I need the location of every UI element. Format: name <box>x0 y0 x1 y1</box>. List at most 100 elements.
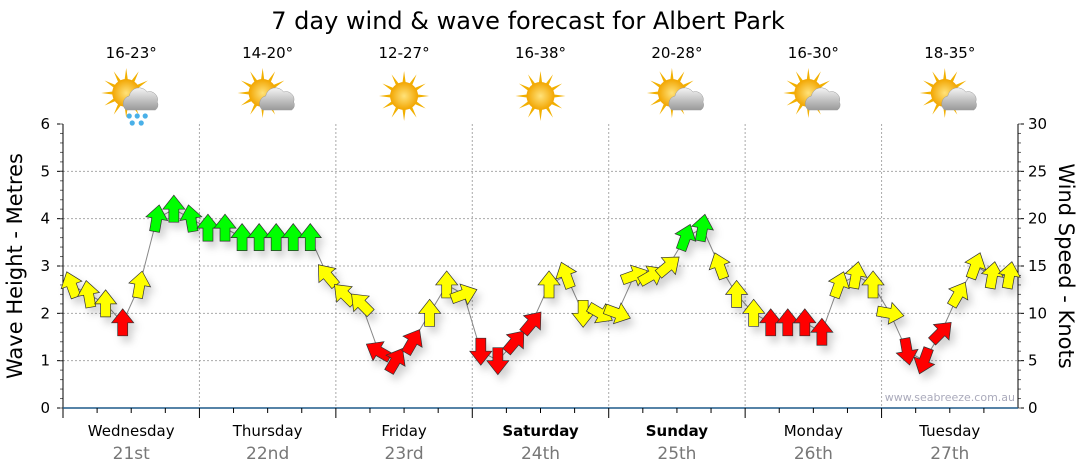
sun-ray <box>104 80 117 89</box>
right-tick-label: 5 <box>1028 352 1038 370</box>
day-name: Monday <box>784 422 843 440</box>
day-date: 26th <box>794 444 833 464</box>
sun-ray <box>240 80 254 89</box>
sun-ray <box>552 94 566 98</box>
cloud <box>122 87 159 111</box>
wind-arrow <box>230 223 254 251</box>
sun-ray <box>413 100 426 109</box>
sun-ray <box>528 105 537 118</box>
wind-arrow <box>980 261 1004 290</box>
sun-ray <box>659 102 668 115</box>
day-date: 22nd <box>246 444 289 464</box>
day-name: Sunday <box>646 422 709 440</box>
wind-arrow <box>827 271 850 300</box>
day-date: 24th <box>521 444 560 464</box>
wind-arrow <box>196 213 220 242</box>
sun-ray <box>659 71 668 84</box>
wind-arrow <box>281 223 305 251</box>
sun-ray <box>402 71 406 85</box>
right-axis-label: Wind Speed - Knots <box>1054 163 1078 368</box>
wind-arrow <box>947 281 969 309</box>
wind-arrow <box>469 337 493 366</box>
sun-ray <box>783 91 797 95</box>
day-temperature: 18-35° <box>924 44 975 62</box>
day-temperature: 12-27° <box>379 44 430 62</box>
rain-drop <box>142 113 148 119</box>
wind-arrow <box>793 308 817 337</box>
wind-arrow <box>449 283 478 306</box>
wind-arrow <box>247 223 271 251</box>
sun-ray <box>670 68 674 82</box>
cloud <box>259 87 295 111</box>
day-date: 25th <box>657 444 696 464</box>
day-headers: Wednesday 21st 16-23° Thursday 22nd 14-20° Fri… <box>88 44 981 464</box>
left-tick-label: 6 <box>40 115 50 133</box>
sun-ray <box>408 74 417 87</box>
day-name: Wednesday <box>88 422 175 440</box>
axes: 0 1 2 3 4 5 6 0 5 10 15 20 25 30 <box>40 115 1047 418</box>
day-date: 23rd <box>385 444 424 464</box>
wind-arrow <box>674 223 697 252</box>
sun-ray <box>549 100 563 109</box>
day-name: Friday <box>381 422 427 440</box>
wind-arrow <box>876 301 905 325</box>
cloud <box>668 87 704 111</box>
rain-drop <box>129 120 135 126</box>
rain-drop <box>138 120 144 126</box>
wind-arrow <box>502 330 525 356</box>
rain-drop <box>126 113 132 119</box>
sun-ray <box>515 94 529 98</box>
left-tick-label: 0 <box>40 399 50 417</box>
grid <box>63 124 1018 408</box>
sun-ray <box>812 71 821 84</box>
sun-ray <box>681 80 694 89</box>
sun-ray <box>113 71 122 84</box>
sun-ray <box>250 71 259 84</box>
wind-arrow <box>913 346 936 375</box>
wind-arrow <box>895 337 919 366</box>
sun-cloud-icon <box>237 68 295 118</box>
right-tick-label: 20 <box>1028 210 1047 228</box>
right-tick-label: 25 <box>1028 162 1047 180</box>
right-tick-label: 10 <box>1028 304 1047 322</box>
sun-ray <box>413 83 426 92</box>
sun-ray <box>806 68 811 82</box>
sun-ray <box>650 97 663 106</box>
sun-ray <box>237 91 251 95</box>
wind-arrow <box>810 317 834 346</box>
wind-arrow <box>264 223 288 251</box>
sun-ray <box>124 68 129 82</box>
sun-ray <box>942 68 947 82</box>
wind-arrow <box>519 311 542 337</box>
wind-arrow <box>844 261 868 290</box>
wind-arrow <box>384 348 406 375</box>
chart-title: 7 day wind & wave forecast for Albert Pa… <box>271 7 785 35</box>
watermark: www.seabreeze.com.au <box>885 391 1015 404</box>
sun-ray <box>676 71 685 84</box>
wind-arrow <box>555 261 578 290</box>
sun-ray <box>932 71 941 84</box>
left-axis-label: Wave Height - Metres <box>3 153 27 379</box>
sun-ray <box>795 71 804 84</box>
wind-arrow <box>213 213 237 242</box>
wind-arrow <box>654 256 680 279</box>
sun-ray <box>104 97 117 106</box>
wind-arrow <box>964 252 987 281</box>
wind-arrow <box>708 252 731 281</box>
cloud <box>805 87 841 111</box>
sun-ray <box>923 80 936 89</box>
sun-ray <box>518 100 532 109</box>
wind-arrow <box>145 204 169 233</box>
sun-ray <box>379 94 393 98</box>
left-tick-label: 5 <box>40 162 50 180</box>
sun-ray <box>267 71 276 84</box>
sun-ray <box>646 91 661 95</box>
wind-arrow <box>162 194 186 223</box>
wind-arrow <box>997 261 1021 290</box>
sun-ray <box>101 91 115 95</box>
wind-arrow <box>602 302 631 325</box>
sun-ray <box>113 102 122 115</box>
sun-ray <box>786 80 799 89</box>
sun-ray <box>391 105 400 118</box>
